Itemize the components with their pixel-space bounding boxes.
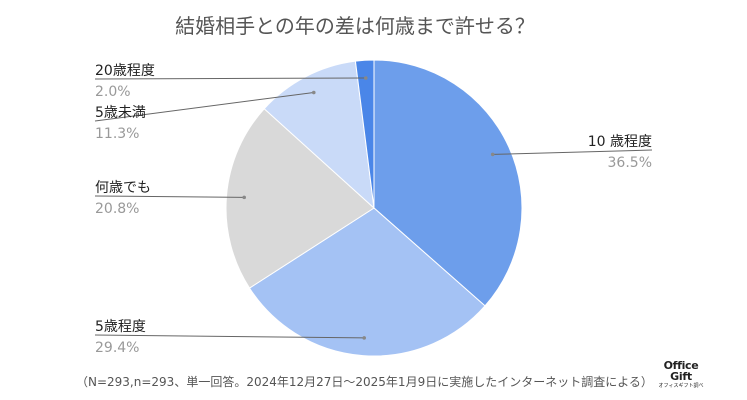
leader-dot-1 [490,152,495,157]
pie-slice-5 [354,59,375,209]
leader-line-2 [94,334,365,339]
pie-slice-1 [373,59,523,307]
pie-slice-4 [263,60,375,210]
slice-value-4: 11.3% [95,126,139,142]
slice-value-2: 29.4% [95,340,139,356]
leader-line-5 [94,77,366,80]
leader-line-1 [492,149,653,155]
pie-slice-3 [225,108,375,289]
leader-dot-2 [362,336,366,340]
leader-dot-3 [242,195,246,200]
slice-label-5: 20歳程度 [95,63,155,79]
leader-line-4 [94,92,314,122]
slice-value-3: 20.8% [95,201,139,217]
logo-line-3: オフィスギフト調べ [658,383,704,389]
leader-dot-5 [364,76,368,80]
logo-line-2: Gift [670,370,692,383]
slice-label-2: 5歳程度 [95,319,146,335]
logo-line-1: Office [663,359,699,372]
slice-label-3: 何歳でも [95,180,151,196]
leader-line-3 [94,195,245,198]
slice-value-1: 36.5% [608,155,652,171]
chart-title: 結婚相手との年の差は何歳まで許せる？ [175,14,535,38]
pie-slice-2 [248,207,486,357]
office-gift-logo: Office Gift オフィスギフト調べ [650,360,712,389]
slice-label-1: 10 歳程度 [588,134,652,150]
slice-label-4: 5歳未満 [95,105,146,121]
leader-dot-4 [311,90,316,95]
slice-value-5: 2.0% [95,84,131,100]
survey-footnote: （N=293,n=293、単一回答。2024年12月27日～2025年1月9日に… [76,375,653,389]
